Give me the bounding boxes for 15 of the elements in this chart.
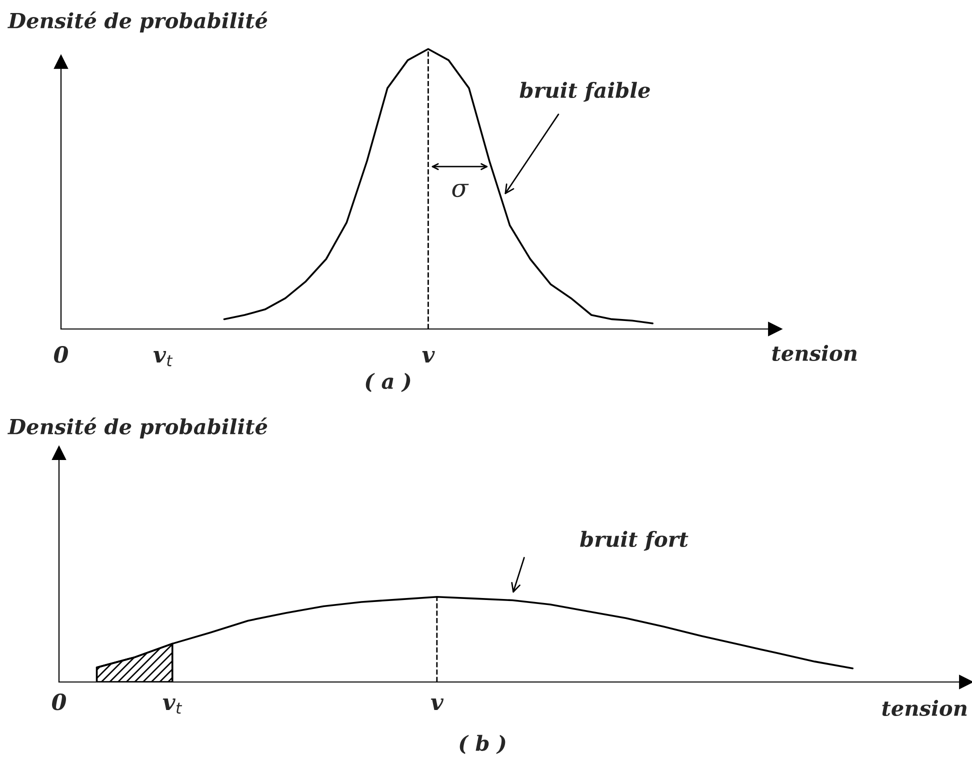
x-tick-label: v$_{t}$ — [162, 698, 182, 714]
y-axis-title: Densité de probabilité — [8, 418, 268, 438]
x-tick-label: v$_{t}$ — [153, 350, 173, 366]
x-tick-label: v — [430, 698, 444, 710]
x-axis-title: tension — [772, 344, 857, 362]
x-tick-label: 0 — [52, 694, 66, 710]
y-axis-title: Densité de probabilité — [8, 12, 268, 32]
x-axis-title: tension — [882, 700, 967, 716]
text: ( a ) — [366, 372, 410, 392]
text: ( b ) — [460, 734, 506, 754]
annotation: σ — [452, 184, 469, 198]
x-tick-label: v — [422, 350, 435, 363]
annotation: bruit faible — [520, 82, 650, 102]
x-tick-label: 0 — [54, 346, 68, 363]
text: bruit fort — [580, 530, 688, 551]
